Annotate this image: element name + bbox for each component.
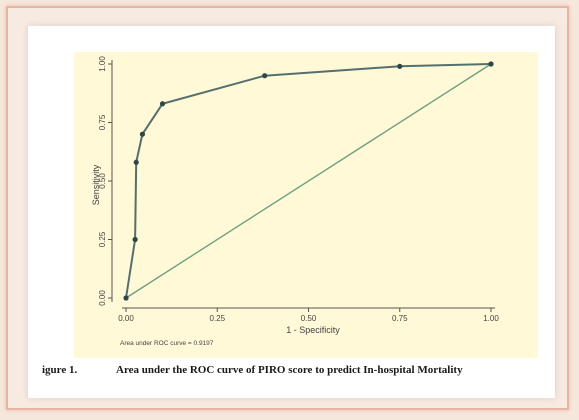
roc-point [397,63,403,69]
y-tick-label: 0.25 [98,231,107,247]
roc-curve [125,63,492,299]
figure-label: igure 1. [42,364,78,376]
roc-point [133,159,139,165]
x-tick-label: 0.25 [209,314,225,323]
y-tick-label: 0.00 [98,290,107,306]
roc-point [123,295,129,301]
y-tick-label: 0.50 [98,173,107,189]
y-tick-label: 0.75 [98,114,107,130]
roc-chart: 0.00 0.00 0.25 0.25 0.50 0.50 0.75 0.75 1.00 1.00… [74,52,538,358]
roc-point [159,101,166,107]
outer-frame: 0.00 0.00 0.25 0.25 0.50 0.50 0.75 0.75 1.00 1.00… [6,6,569,410]
roc-point [488,61,494,67]
reference-line [125,63,492,299]
figure-caption: igure 1. Area under the ROC curve of PIRO… [42,364,552,376]
chart-background [74,52,538,358]
figure-caption-text: Area under the ROC curve of PIRO score t… [116,364,463,376]
x-tick-label: 1.00 [483,314,499,323]
x-tick-label: 0.75 [392,314,408,323]
roc-point [262,73,268,79]
x-tick-label: 0.00 [118,314,134,323]
auc-annotation: Area under ROC curve = 0.9197 [120,340,214,347]
y-axis-label: Sensitivity [91,164,101,205]
y-tick-label: 1.00 [98,56,107,72]
figure-panel: 0.00 0.00 0.25 0.25 0.50 0.50 0.75 0.75 1.00 1.00… [28,26,555,398]
x-axis-label: 1 - Specificity [286,325,340,335]
plot-layer: 0.00 0.00 0.25 0.25 0.50 0.50 0.75 0.75 1.00 1.00 [98,56,499,323]
x-tick-label: 0.50 [301,314,317,323]
roc-point [139,131,146,137]
roc-point [132,236,138,243]
